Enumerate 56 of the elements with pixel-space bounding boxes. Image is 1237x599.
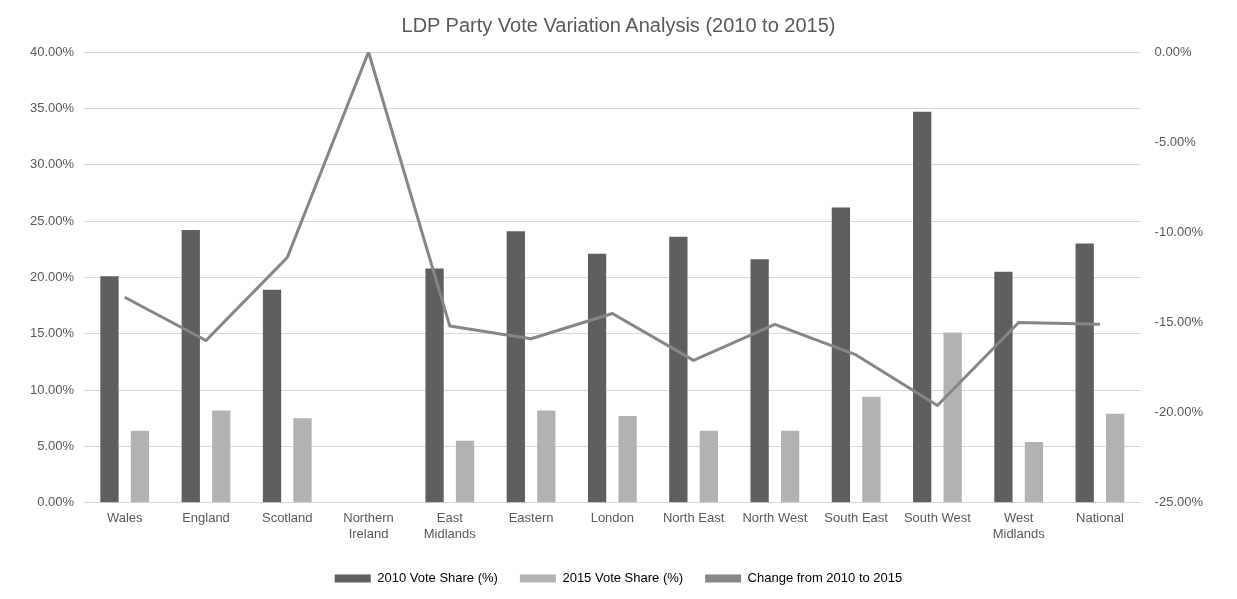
bar xyxy=(100,276,119,503)
x-tick-label: Wales xyxy=(106,510,144,526)
chart-title: LDP Party Vote Variation Analysis (2010 to 2015) xyxy=(401,13,836,36)
bar xyxy=(537,410,556,503)
bar xyxy=(425,268,444,503)
bar xyxy=(913,111,932,503)
x-tick-label: North West xyxy=(742,510,808,526)
x-tick-label: West Midlands xyxy=(992,510,1046,541)
x-tick-label: East Midlands xyxy=(423,510,477,541)
x-tick-label: London xyxy=(590,510,635,526)
x-tick-label: Northern Ireland xyxy=(343,510,394,541)
bar xyxy=(750,259,769,503)
bar xyxy=(262,289,282,503)
bar xyxy=(212,410,231,503)
x-tick-label: South East xyxy=(824,510,889,526)
bar xyxy=(1075,243,1094,503)
y-tick-label: 20.00% xyxy=(30,268,75,284)
y-tick-label: 10.00% xyxy=(30,381,75,397)
bar xyxy=(862,396,881,503)
bar xyxy=(699,430,718,503)
y-tick-label: 35.00% xyxy=(30,99,75,115)
y2-tick-label: 0.00% xyxy=(1154,43,1192,59)
x-tick-label: South West xyxy=(903,510,972,526)
legend-label: Change from 2010 to 2015 xyxy=(747,570,903,586)
y2-tick-label: -15.00% xyxy=(1154,314,1204,330)
x-tick-label: Scotland xyxy=(261,510,313,526)
y2-tick-label: -10.00% xyxy=(1154,223,1204,239)
legend-label: 2010 Vote Share (%) xyxy=(377,570,498,586)
bar xyxy=(669,236,688,503)
y-tick-label: 25.00% xyxy=(30,212,75,228)
bar xyxy=(506,231,525,503)
x-tick-label: National xyxy=(1076,510,1124,526)
bar xyxy=(587,253,607,503)
x-tick-label: Eastern xyxy=(508,510,554,526)
bar xyxy=(618,416,637,503)
y-tick-label: 15.00% xyxy=(30,325,75,341)
legend-label: 2015 Vote Share (%) xyxy=(562,570,684,586)
y2-tick-label: -20.00% xyxy=(1154,404,1204,420)
y-tick-label: 5.00% xyxy=(37,438,75,454)
bar xyxy=(943,332,962,503)
bar xyxy=(130,430,150,503)
bar xyxy=(780,430,800,503)
x-tick-label: England xyxy=(182,510,230,526)
y2-tick-label: -5.00% xyxy=(1154,133,1197,149)
y2-tick-label: -25.00% xyxy=(1154,494,1204,510)
y-tick-label: 30.00% xyxy=(30,156,75,172)
bar xyxy=(1024,441,1044,503)
bar xyxy=(293,418,312,503)
y-tick-label: 40.00% xyxy=(30,43,75,59)
bar xyxy=(455,440,475,503)
x-tick-label: North East xyxy=(662,510,725,526)
y-tick-label: 0.00% xyxy=(37,494,75,510)
bar xyxy=(994,271,1013,503)
bar xyxy=(181,230,200,503)
bar xyxy=(831,207,851,503)
bar xyxy=(1106,413,1125,503)
